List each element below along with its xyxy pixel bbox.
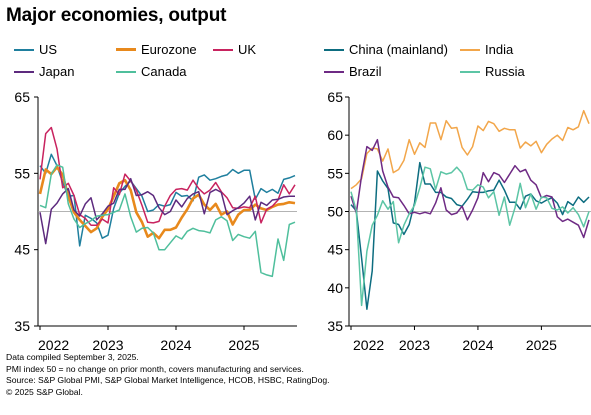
legend-item-brazil: Brazil — [324, 64, 382, 79]
legend-item-eurozone: Eurozone — [116, 42, 197, 57]
legend-item-china-mainland: China (mainland) — [324, 42, 448, 57]
legend-label-eurozone: Eurozone — [141, 42, 197, 57]
y-tick-label-45: 45 — [14, 242, 30, 258]
series-line-us — [39, 153, 296, 247]
series-line-canada — [39, 164, 296, 278]
y-tick-label-60: 60 — [327, 127, 343, 143]
legend-label-us: US — [39, 42, 58, 57]
legend-label-china-mainland: China (mainland) — [349, 42, 448, 57]
y-tick-label-35: 35 — [327, 318, 343, 334]
y-tick-label-45: 45 — [327, 242, 343, 258]
y-tick-label-40: 40 — [327, 280, 343, 296]
legend-swatch-russia — [460, 70, 480, 73]
series-line-russia — [350, 166, 590, 307]
series-line-uk — [39, 126, 296, 226]
x-tick-label-2024: 2024 — [160, 337, 191, 353]
legend-item-japan: Japan — [14, 64, 74, 79]
y-tick-label-55: 55 — [14, 165, 30, 181]
legend-label-canada: Canada — [141, 64, 187, 79]
legend-swatch-india — [460, 48, 480, 51]
legend-label-japan: Japan — [39, 64, 75, 79]
y-tick-label-35: 35 — [14, 318, 30, 334]
y-tick-label-65: 65 — [327, 89, 343, 105]
legend-item-us: US — [14, 42, 57, 57]
chart-panel-2: 35 40 45 50 55 60 65 2022 2023 2024 2025 — [327, 89, 591, 353]
legend-swatch-japan — [14, 70, 34, 73]
legend-label-brazil: Brazil — [349, 64, 382, 79]
x-tick-label-2022: 2022 — [353, 337, 384, 353]
x-tick-label-2025: 2025 — [526, 337, 557, 353]
series-line-japan — [39, 177, 295, 245]
legend-label-india: India — [485, 42, 514, 57]
footer-notes: Data compiled September 3, 2025. PMI ind… — [6, 352, 330, 398]
legend-item-russia: Russia — [460, 64, 525, 79]
legend-swatch-uk — [213, 48, 233, 51]
legend-swatch-canada — [116, 70, 136, 73]
series-line-india — [350, 109, 590, 190]
x-tick-label-2023: 2023 — [399, 337, 430, 353]
footer-line-pmi-note: PMI index 50 = no change on prior month,… — [6, 363, 304, 374]
legend-swatch-us — [14, 48, 34, 51]
legend-item-uk: UK — [213, 42, 256, 57]
page-title: Major economies, output — [6, 5, 227, 26]
x-tick-label-2025: 2025 — [228, 337, 259, 353]
legend-item-india: India — [460, 42, 513, 57]
legend-swatch-brazil — [324, 70, 344, 73]
y-tick-label-50: 50 — [327, 204, 343, 220]
series-line-brazil — [350, 138, 590, 239]
legend-item-canada: Canada — [116, 64, 187, 79]
legend-swatch-china-mainland — [324, 48, 344, 51]
footer-line-copyright: © 2025 S&P Global. — [6, 386, 83, 397]
x-tick-label-2022: 2022 — [38, 337, 69, 353]
footer-line-compiled: Data compiled September 3, 2025. — [6, 352, 139, 362]
footer-line-source: Source: S&P Global PMI, S&P Global Marke… — [6, 375, 330, 386]
y-tick-label-55: 55 — [327, 165, 343, 181]
legend-swatch-eurozone — [116, 48, 136, 51]
chart-panel-1: 35 45 55 65 2022 2023 2024 2025 — [14, 89, 297, 353]
y-tick-label-65: 65 — [14, 89, 30, 105]
legend-label-uk: UK — [238, 42, 257, 57]
x-tick-label-2023: 2023 — [92, 337, 123, 353]
x-tick-label-2024: 2024 — [462, 337, 493, 353]
legend-label-russia: Russia — [485, 64, 525, 79]
